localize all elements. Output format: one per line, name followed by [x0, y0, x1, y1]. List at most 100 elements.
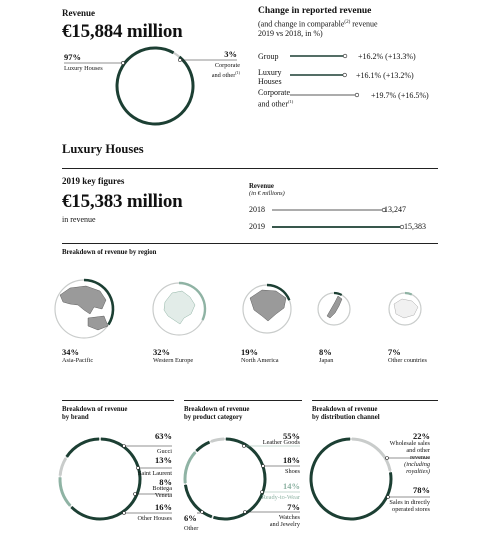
brand-leader-2-dot — [133, 492, 137, 496]
brand-arc-saint-laurent — [58, 477, 72, 507]
revenue-donut — [115, 46, 195, 126]
channel-leader-0-dot — [385, 456, 389, 460]
category-label-0: Leather Goods — [262, 439, 300, 446]
keyfig-bar-dot-1 — [399, 224, 405, 230]
section-rule — [62, 168, 438, 169]
brand-arc-gucci — [70, 437, 142, 521]
category-leaders — [197, 444, 300, 514]
region-asia-pacific-arc — [83, 278, 115, 326]
world-map-icon — [393, 298, 419, 319]
category-pct-1: 18% — [283, 455, 300, 465]
keyfig-year-2019: 2019 — [249, 222, 265, 231]
change-subtitle: (and change in comparable(2) revenue 201… — [258, 19, 378, 38]
category-pct-0: 55% — [283, 431, 300, 441]
brand-pct-3: 16% — [155, 502, 172, 512]
region-pct-2: 19% — [241, 347, 258, 357]
change-row-0-label: Group — [258, 52, 279, 61]
brand-pct-0: 63% — [155, 431, 172, 441]
region-other-countries-chart — [388, 291, 422, 326]
channel-pct-0: 22% — [413, 431, 430, 441]
keyfig-rev-title: Revenue — [249, 183, 274, 190]
change-row-0-value: +16.2% (+13.3%) — [358, 52, 416, 61]
keyfig-rev-unit: (in € millions) — [249, 190, 285, 197]
category-arc-shoes — [183, 484, 213, 519]
brand-pct-1: 13% — [155, 455, 172, 465]
category-label-1: Shoes — [284, 468, 300, 475]
category-label-4: Other — [184, 525, 199, 532]
brand-arc-other — [65, 437, 100, 458]
change-row-1-label: Luxury Houses — [258, 68, 282, 86]
category-leader-4-dot — [200, 510, 204, 514]
revenue-donut-arc-luxury — [115, 46, 195, 126]
channel-arc-wholesale — [351, 437, 392, 472]
channel-leaders — [385, 456, 430, 499]
region-japan-chart — [317, 291, 351, 326]
channel-title: Breakdown of revenue by distribution chan… — [312, 406, 380, 421]
channel-rule — [312, 400, 438, 401]
change-bar-dot-1 — [342, 72, 347, 78]
category-pct-2: 14% — [283, 481, 300, 491]
region-top-rule — [62, 243, 438, 244]
region-other-countries-arc — [404, 291, 413, 296]
category-pct-4: 6% — [184, 513, 197, 523]
top-pie-left-label: Luxury Houses — [64, 65, 103, 72]
keyfig-caption: in revenue — [62, 215, 96, 224]
change-row-2-label: Corporate and other(1) — [258, 88, 294, 109]
brand-label-0: Gucci — [156, 448, 172, 455]
category-arc-other — [210, 437, 225, 443]
category-title: Breakdown of revenue by product category — [184, 406, 250, 421]
category-pct-3: 7% — [287, 502, 300, 512]
change-row-2-value: +19.7% (+16.5%) — [371, 91, 429, 100]
region-label-4: Other countries — [388, 357, 427, 364]
category-leader-2-dot — [260, 490, 264, 494]
brand-leader-0-dot — [122, 444, 126, 448]
brand-pct-2: 8% — [159, 477, 172, 487]
keyfig-title: 2019 key figures — [62, 176, 125, 186]
category-rule — [184, 400, 302, 401]
japan-map-icon — [326, 295, 343, 319]
category-donut — [183, 437, 267, 521]
category-leader-0-dot — [242, 444, 246, 448]
region-label-0: Asia-Pacific — [62, 357, 94, 364]
top-pie-right-label: Corporate and other(1) — [211, 62, 240, 80]
brand-leaders — [122, 444, 172, 515]
region-western-europe-arc — [178, 281, 207, 321]
brand-label-1: Saint Laurent — [137, 470, 172, 477]
keyfig-bars — [272, 207, 405, 230]
category-leader-3-dot — [243, 510, 247, 514]
region-pct-1: 32% — [153, 347, 170, 357]
europe-map-icon — [163, 290, 196, 325]
revenue-value: €15,884 million — [62, 21, 183, 42]
category-arc-watches — [195, 440, 211, 453]
region-label-1: Western Europe — [153, 357, 194, 364]
brand-leader-1-dot — [136, 466, 140, 470]
region-western-europe-chart — [152, 281, 207, 336]
change-bars — [290, 53, 360, 98]
category-arc-rtw — [183, 451, 197, 484]
revenue-leader-right-dot — [178, 58, 182, 62]
brand-label-2: Bottega Veneta — [152, 485, 172, 499]
channel-label-1: Sales in directly operated stores — [389, 499, 430, 513]
category-leader-1-dot — [261, 464, 265, 468]
revenue-title: Revenue — [62, 8, 95, 18]
region-pct-3: 8% — [319, 347, 332, 357]
channel-donut — [309, 437, 393, 521]
region-pct-0: 34% — [62, 347, 79, 357]
channel-arc-dos — [309, 437, 393, 521]
luxury-houses-heading: Luxury Houses — [62, 142, 144, 156]
change-row-1-value: +16.1% (+13.2%) — [356, 71, 414, 80]
change-title: Change in reported revenue — [258, 6, 372, 16]
region-pct-4: 7% — [388, 347, 401, 357]
top-pie-right-pct: 3% — [224, 49, 237, 59]
keyfig-value: €15,383 million — [62, 191, 183, 212]
category-arc-leather — [213, 437, 267, 521]
region-japan-arc — [333, 291, 343, 296]
brand-rule — [62, 400, 174, 401]
change-bar-dot-0 — [342, 53, 348, 59]
category-label-2: Ready-to-Wear — [261, 494, 300, 501]
brand-label-3: Other Houses — [137, 515, 172, 522]
region-label-2: North America — [241, 357, 279, 364]
region-asia-pacific-chart — [54, 278, 115, 339]
